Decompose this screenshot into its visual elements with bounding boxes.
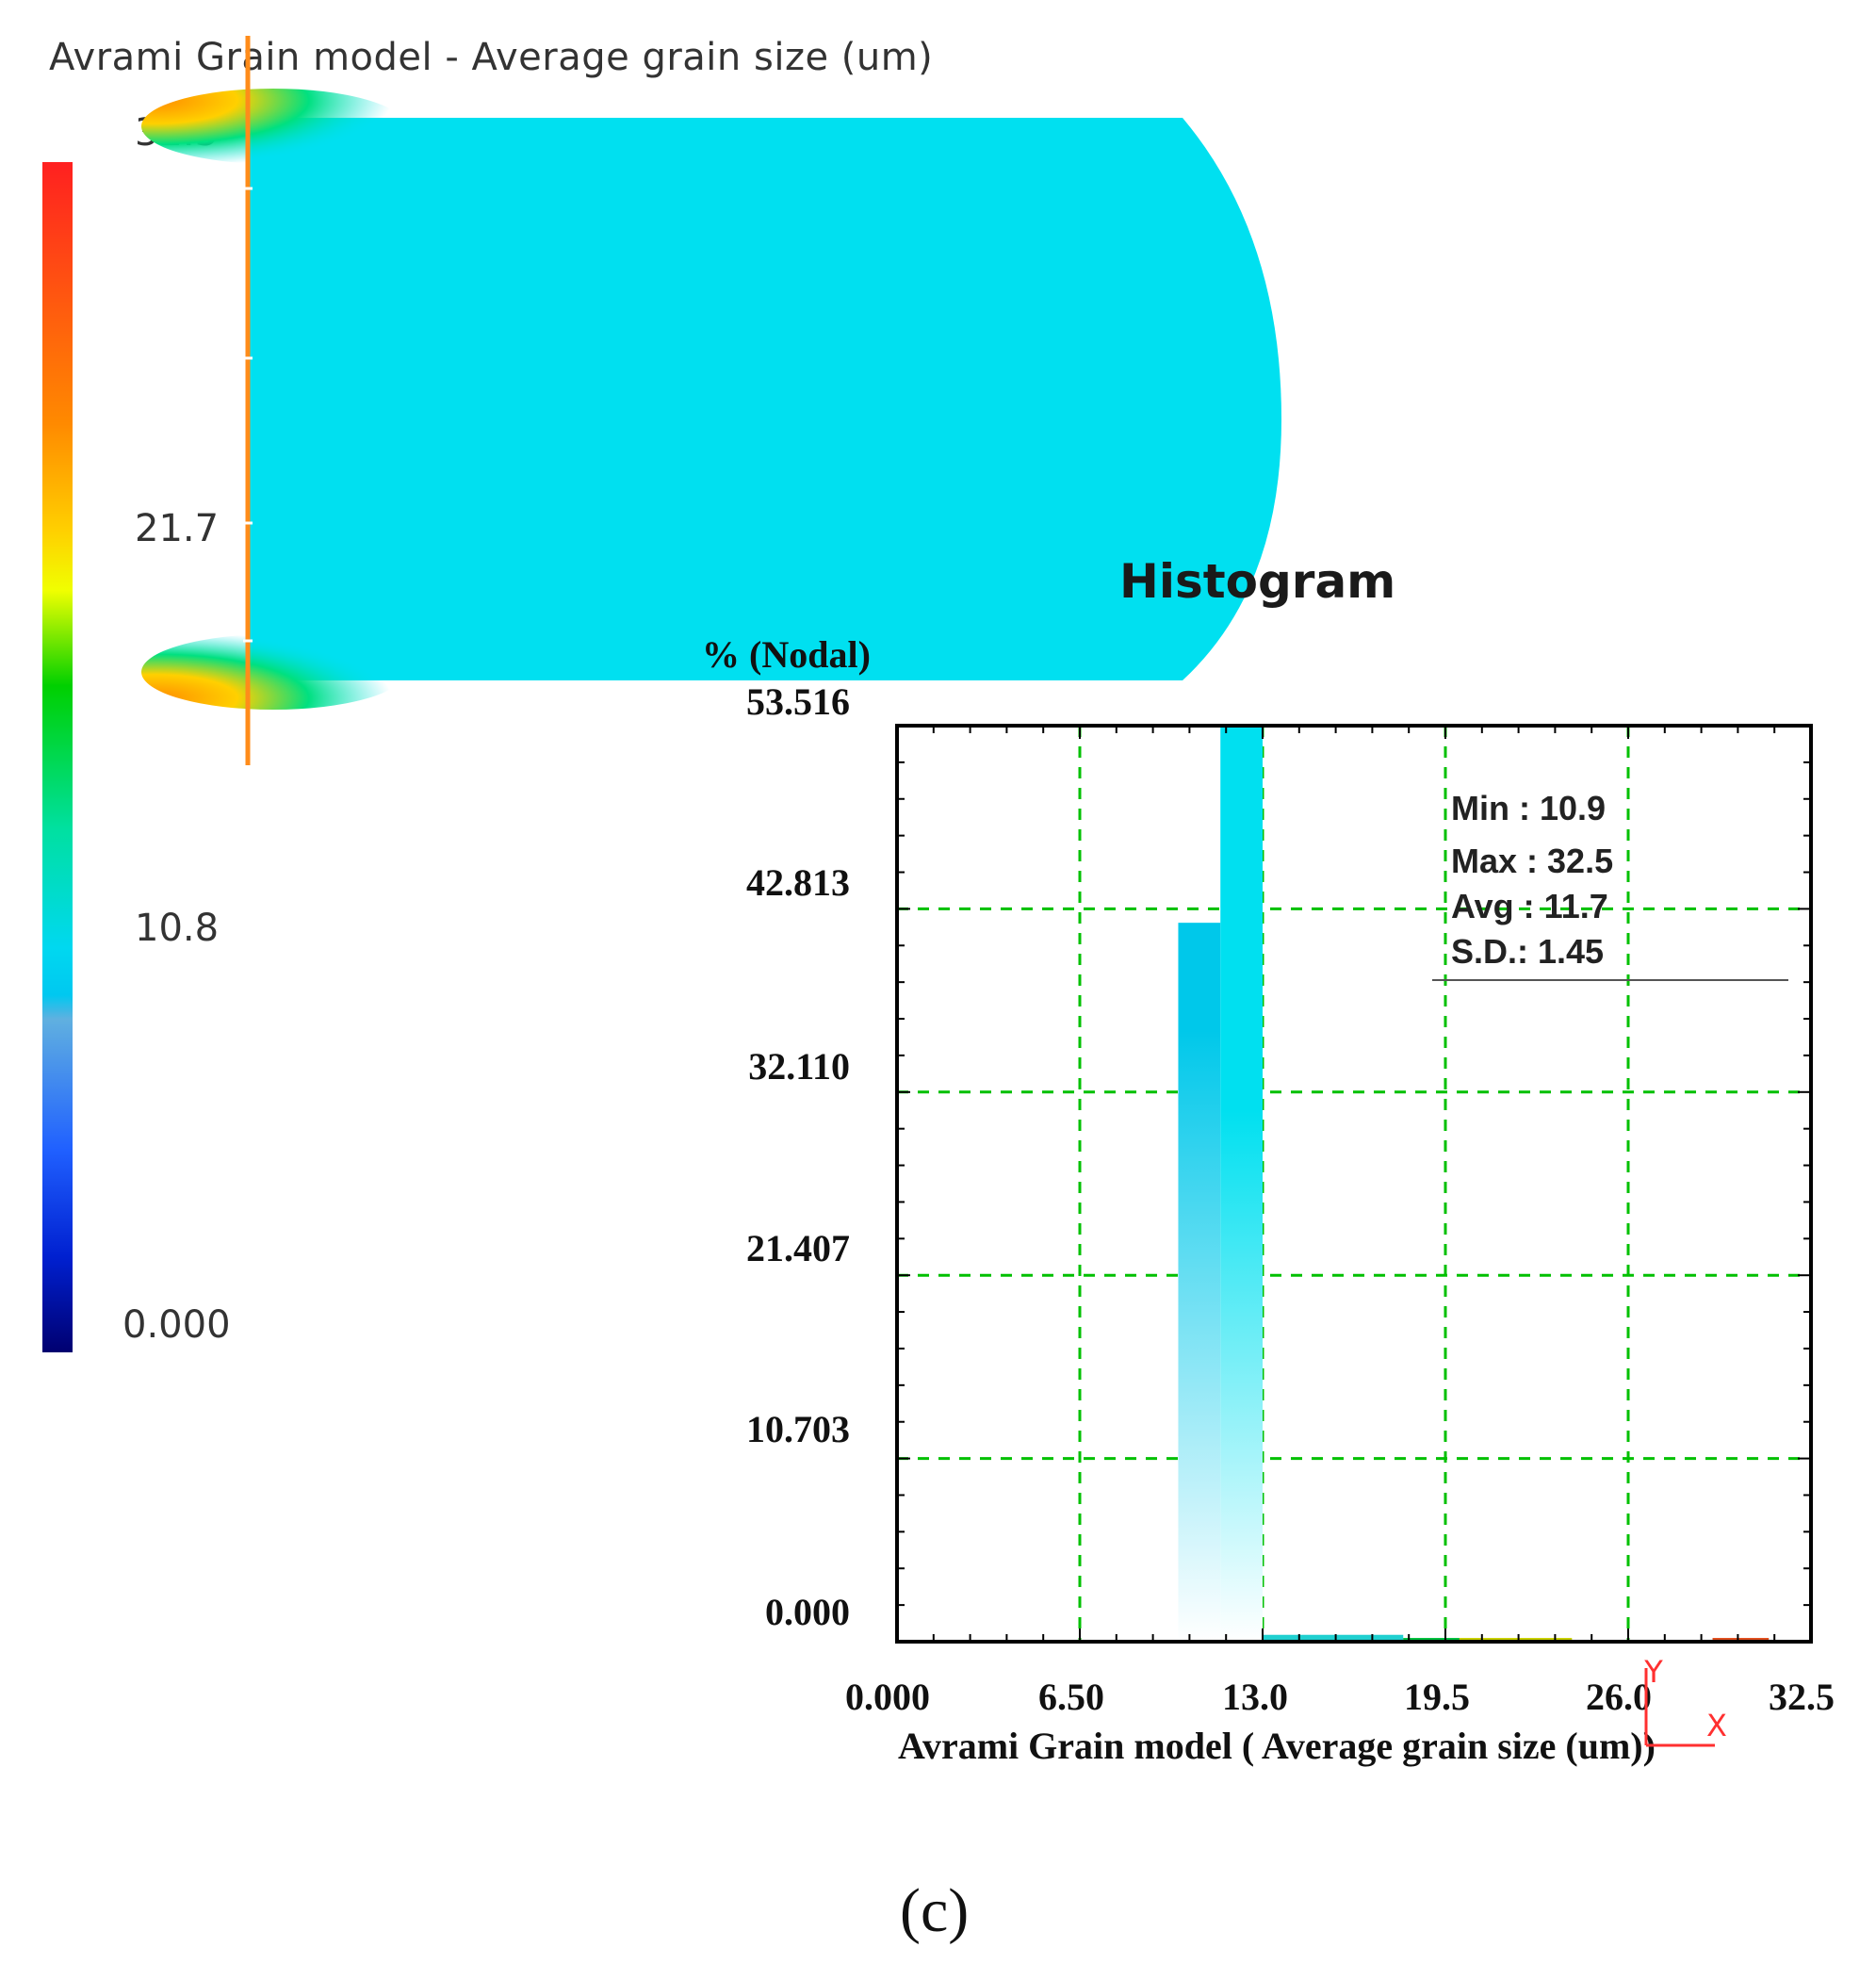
axis-marker-y: Y: [1643, 1654, 1663, 1690]
x-tick-label: 13.0: [1222, 1676, 1288, 1718]
y-tick-label: 21.407: [746, 1227, 850, 1269]
hotspot-bottom: [141, 634, 405, 710]
stat-sd: S.D.: 1.45: [1451, 932, 1604, 971]
axis-marker-x: X: [1706, 1708, 1727, 1743]
y-tick-label: 10.703: [746, 1408, 850, 1450]
axis-triad: Y X: [1643, 1654, 1727, 1747]
x-tick-label: 6.50: [1038, 1676, 1104, 1718]
x-tick-label: 26.0: [1586, 1676, 1652, 1718]
x-tick-label: 0.000: [845, 1676, 930, 1718]
y-tick-labels: 53.516 42.813 32.110 21.407 10.703 0.000: [746, 680, 850, 1633]
colorbar-legend: [42, 162, 73, 1352]
histogram-bar: [1263, 1634, 1404, 1642]
x-tick-label: 19.5: [1404, 1676, 1470, 1718]
figure-caption: (c): [900, 1876, 970, 1945]
contour-title: Avrami Grain model - Average grain size …: [49, 36, 934, 79]
histogram-title: Histogram: [1119, 554, 1396, 609]
axis-minor-ticks: [896, 725, 1812, 1643]
edge-tick-marks: [243, 187, 253, 643]
y-tick-label: 53.516: [746, 680, 850, 723]
histogram-bars: [1178, 726, 1770, 1642]
plot-frame: [895, 724, 1813, 1644]
stat-min: Min : 10.9: [1451, 789, 1606, 827]
histogram-bar: [1178, 923, 1221, 1642]
y-axis-label: % (Nodal): [702, 633, 871, 676]
histogram-bar: [1220, 726, 1263, 1642]
y-tick-label: 32.110: [748, 1045, 850, 1088]
y-tick-label: 42.813: [746, 861, 850, 904]
colorbar-label-min: 0.000: [122, 1303, 231, 1347]
y-tick-label: 0.000: [765, 1591, 850, 1633]
colorbar-label-mid-high: 21.7: [135, 507, 220, 550]
stat-max: Max : 32.5: [1451, 842, 1613, 880]
x-tick-label: 32.5: [1769, 1676, 1835, 1718]
hotspot-top: [141, 89, 405, 164]
x-tick-labels: 0.000 6.50 13.0 19.5 26.0 32.5: [845, 1676, 1835, 1718]
stat-avg: Avg : 11.7: [1451, 887, 1608, 925]
histogram-grid: [897, 726, 1811, 1642]
colorbar-label-mid-low: 10.8: [135, 907, 220, 950]
part-contour-shape: [247, 118, 1281, 680]
x-axis-label: Avrami Grain model ( Average grain size …: [898, 1725, 1656, 1767]
